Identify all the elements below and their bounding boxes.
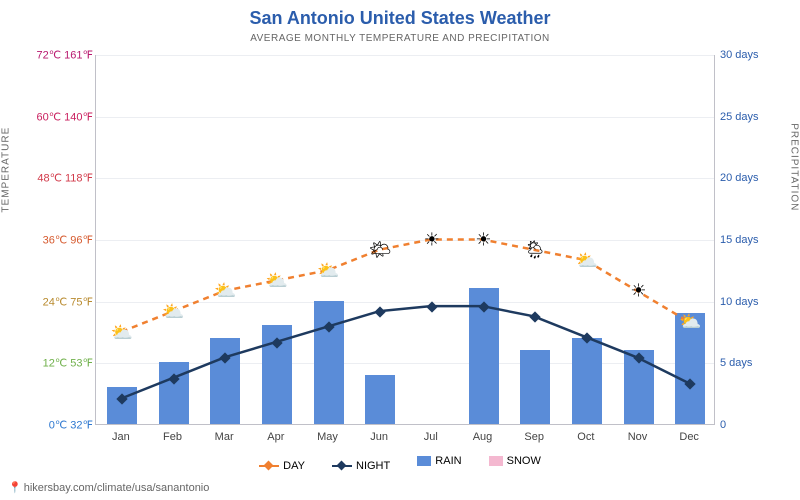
weather-icon: ⛅ bbox=[679, 312, 701, 333]
weather-icon: 🌦 bbox=[524, 240, 547, 261]
legend-snow: SNOW bbox=[489, 455, 541, 467]
y-axis-label-right: PRECIPITATION bbox=[789, 123, 800, 211]
legend-day-label: DAY bbox=[283, 460, 305, 472]
ytick-right: 20 days bbox=[720, 172, 759, 184]
xtick: Aug bbox=[473, 431, 493, 443]
xtick: Nov bbox=[628, 431, 648, 443]
ytick-right: 15 days bbox=[720, 234, 759, 246]
weather-icon: ⛅ bbox=[266, 271, 288, 292]
xtick: Dec bbox=[679, 431, 699, 443]
weather-icon: ⛅ bbox=[111, 322, 133, 343]
chart-plot-area: ⛅ ⛅ ⛅ ⛅ ⛅ 🌤 ☀ ☀ 🌦 ⛅ ☀ ⛅ bbox=[95, 55, 715, 425]
legend-day: DAY bbox=[259, 460, 305, 472]
chart-legend: DAY NIGHT RAIN SNOW bbox=[0, 455, 800, 472]
legend-rain-label: RAIN bbox=[435, 455, 461, 467]
weather-icon: ⛅ bbox=[162, 301, 184, 322]
y-axis-label-left: TEMPERATURE bbox=[1, 127, 12, 213]
ytick-right: 5 days bbox=[720, 357, 752, 369]
ytick-right: 30 days bbox=[720, 49, 759, 61]
legend-night-label: NIGHT bbox=[356, 460, 390, 472]
xtick: Sep bbox=[524, 431, 544, 443]
xtick: Jan bbox=[112, 431, 130, 443]
legend-rain: RAIN bbox=[417, 455, 461, 467]
xtick: Feb bbox=[163, 431, 182, 443]
xtick: Jul bbox=[424, 431, 438, 443]
ytick-left: 36℃ 96℉ bbox=[43, 234, 93, 247]
ytick-left: 24℃ 75℉ bbox=[43, 295, 93, 308]
weather-icon: 🌤 bbox=[369, 240, 392, 261]
legend-snow-label: SNOW bbox=[507, 455, 541, 467]
ytick-left: 72℃ 161℉ bbox=[37, 49, 93, 62]
page-title: San Antonio United States Weather bbox=[0, 0, 800, 29]
xtick: Oct bbox=[577, 431, 594, 443]
weather-icon: ⛅ bbox=[214, 281, 236, 302]
source-url: hikersbay.com/climate/usa/sanantonio bbox=[24, 482, 210, 494]
ytick-right: 0 bbox=[720, 419, 726, 431]
weather-icon: ☀ bbox=[630, 281, 646, 302]
pin-icon: 📍 bbox=[8, 482, 22, 494]
xtick: Jun bbox=[370, 431, 388, 443]
xtick: Mar bbox=[215, 431, 234, 443]
legend-night: NIGHT bbox=[332, 460, 390, 472]
ytick-right: 10 days bbox=[720, 296, 759, 308]
weather-icon: ☀ bbox=[424, 230, 440, 251]
ytick-left: 12℃ 53℉ bbox=[43, 357, 93, 370]
ytick-left: 0℃ 32℉ bbox=[49, 419, 93, 432]
ytick-left: 60℃ 140℉ bbox=[37, 110, 93, 123]
weather-icon: ☀ bbox=[475, 230, 491, 251]
xtick: May bbox=[317, 431, 338, 443]
ytick-left: 48℃ 118℉ bbox=[37, 172, 93, 185]
xtick: Apr bbox=[267, 431, 284, 443]
weather-icon: ⛅ bbox=[317, 260, 339, 281]
weather-icon: ⛅ bbox=[576, 250, 598, 271]
chart-subtitle: AVERAGE MONTHLY TEMPERATURE AND PRECIPIT… bbox=[0, 29, 800, 44]
ytick-right: 25 days bbox=[720, 111, 759, 123]
source-footer: 📍hikersbay.com/climate/usa/sanantonio bbox=[8, 481, 209, 494]
